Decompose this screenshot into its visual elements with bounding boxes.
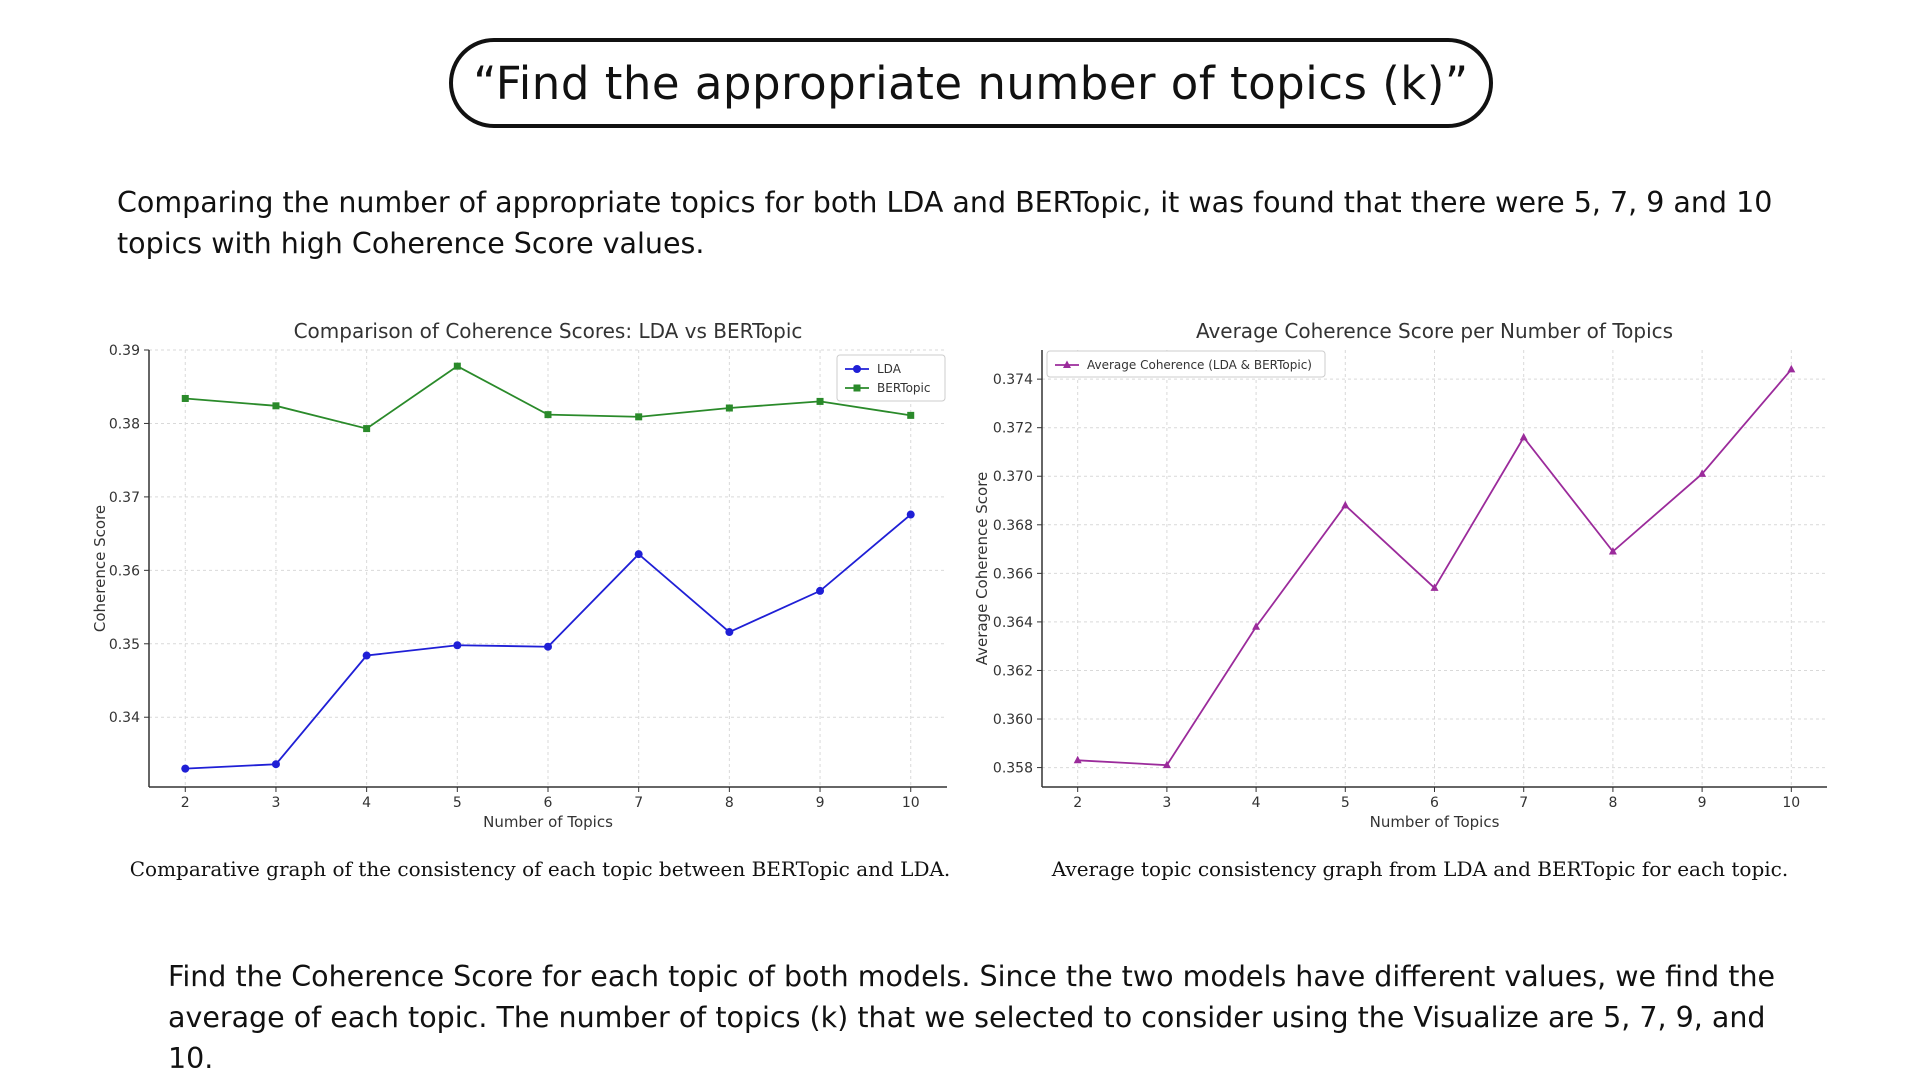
data-point bbox=[544, 411, 552, 419]
data-point bbox=[363, 425, 371, 433]
y-tick-label: 0.34 bbox=[109, 710, 140, 726]
legend-label: BERTopic bbox=[877, 381, 930, 395]
data-point bbox=[271, 760, 280, 769]
x-tick-label: 8 bbox=[1608, 795, 1617, 811]
caption-average-chart: Average topic consistency graph from LDA… bbox=[1051, 857, 1789, 881]
title-banner: “Find the appropriate number of topics (… bbox=[449, 38, 1493, 128]
legend-marker bbox=[853, 365, 861, 373]
y-tick-label: 0.360 bbox=[993, 712, 1033, 728]
x-axis-label: Number of Topics bbox=[1370, 813, 1500, 831]
x-tick-label: 2 bbox=[181, 795, 190, 811]
data-point bbox=[634, 550, 643, 559]
chart-title: Average Coherence Score per Number of To… bbox=[1196, 319, 1673, 343]
x-tick-label: 8 bbox=[725, 795, 734, 811]
y-tick-label: 0.362 bbox=[993, 663, 1033, 679]
conclusion-paragraph: Find the Coherence Score for each topic … bbox=[168, 960, 1776, 1075]
x-tick-label: 4 bbox=[1252, 795, 1261, 811]
x-tick-label: 5 bbox=[1341, 795, 1350, 811]
data-point bbox=[816, 397, 824, 405]
legend-label: LDA bbox=[877, 362, 902, 376]
data-point bbox=[816, 586, 825, 595]
y-tick-label: 0.372 bbox=[993, 421, 1033, 437]
x-axis-label: Number of Topics bbox=[483, 813, 613, 831]
data-point bbox=[907, 411, 915, 419]
data-point bbox=[635, 413, 643, 421]
data-point bbox=[906, 510, 915, 519]
coherence-comparison-chart: Comparison of Coherence Scores: LDA vs B… bbox=[91, 319, 947, 831]
data-point bbox=[725, 628, 734, 637]
legend-marker bbox=[853, 384, 861, 392]
y-tick-label: 0.39 bbox=[109, 343, 140, 359]
y-tick-label: 0.364 bbox=[993, 615, 1033, 631]
data-point bbox=[453, 641, 462, 650]
x-tick-label: 4 bbox=[362, 795, 371, 811]
y-axis-label: Coherence Score bbox=[91, 505, 109, 632]
data-point bbox=[1519, 432, 1528, 441]
y-tick-label: 0.35 bbox=[109, 637, 140, 653]
y-tick-label: 0.370 bbox=[993, 469, 1033, 485]
legend-label: Average Coherence (LDA & BERTopic) bbox=[1087, 358, 1312, 372]
y-tick-label: 0.368 bbox=[993, 518, 1033, 534]
y-axis-label: Average Coherence Score bbox=[973, 472, 991, 666]
x-tick-label: 10 bbox=[902, 795, 920, 811]
data-point bbox=[181, 764, 190, 773]
data-point bbox=[1162, 760, 1171, 769]
x-tick-label: 3 bbox=[1162, 795, 1171, 811]
data-point bbox=[362, 651, 371, 660]
x-tick-label: 10 bbox=[1782, 795, 1800, 811]
data-point bbox=[725, 404, 733, 412]
page-title: “Find the appropriate number of topics (… bbox=[473, 56, 1469, 110]
data-point bbox=[1341, 500, 1350, 509]
y-tick-label: 0.36 bbox=[109, 563, 140, 579]
x-tick-label: 6 bbox=[1430, 795, 1439, 811]
x-tick-label: 5 bbox=[453, 795, 462, 811]
legend-marker bbox=[1063, 360, 1071, 368]
data-point bbox=[544, 642, 552, 651]
y-tick-label: 0.374 bbox=[993, 372, 1033, 388]
y-tick-label: 0.358 bbox=[993, 761, 1033, 777]
y-tick-label: 0.366 bbox=[993, 566, 1033, 582]
x-tick-label: 2 bbox=[1073, 795, 1082, 811]
data-point bbox=[1073, 755, 1082, 764]
data-point bbox=[1698, 469, 1707, 477]
intro-paragraph: Comparing the number of appropriate topi… bbox=[117, 186, 1773, 260]
chart-title: Comparison of Coherence Scores: LDA vs B… bbox=[294, 319, 803, 343]
x-tick-label: 6 bbox=[544, 795, 553, 811]
data-point bbox=[272, 402, 280, 410]
data-point bbox=[1787, 364, 1796, 373]
average-coherence-chart: Average Coherence Score per Number of To… bbox=[973, 319, 1827, 831]
x-tick-label: 3 bbox=[271, 795, 280, 811]
legend-box bbox=[836, 354, 946, 402]
y-tick-label: 0.38 bbox=[109, 416, 140, 432]
x-tick-label: 9 bbox=[1698, 795, 1707, 811]
y-tick-label: 0.37 bbox=[109, 490, 140, 506]
x-tick-label: 7 bbox=[634, 795, 643, 811]
caption-comparison-chart: Comparative graph of the consistency of … bbox=[129, 857, 951, 881]
data-point bbox=[1252, 622, 1261, 630]
data-point bbox=[453, 362, 461, 370]
legend-box bbox=[1046, 350, 1326, 378]
data-point bbox=[1430, 583, 1439, 591]
data-point bbox=[1608, 547, 1617, 555]
data-point bbox=[181, 394, 189, 402]
x-tick-label: 9 bbox=[816, 795, 825, 811]
x-tick-label: 7 bbox=[1519, 795, 1528, 811]
